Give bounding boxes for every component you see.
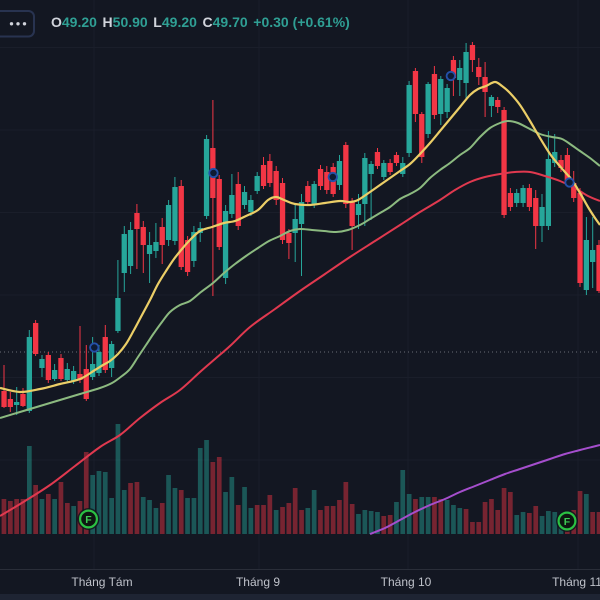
svg-text:O49.20 H50.90 L49.20 C49.70: O49.20 H50.90 L49.20 C49.70 +0.30 (+0.61… (51, 14, 350, 30)
svg-text:F: F (564, 516, 571, 528)
svg-text:Tháng 10: Tháng 10 (381, 575, 432, 589)
svg-text:Tháng Tám: Tháng Tám (71, 575, 132, 589)
svg-text:Tháng 11: Tháng 11 (552, 575, 600, 589)
svg-text:Tháng 9: Tháng 9 (236, 575, 280, 589)
svg-text:F: F (85, 514, 92, 526)
